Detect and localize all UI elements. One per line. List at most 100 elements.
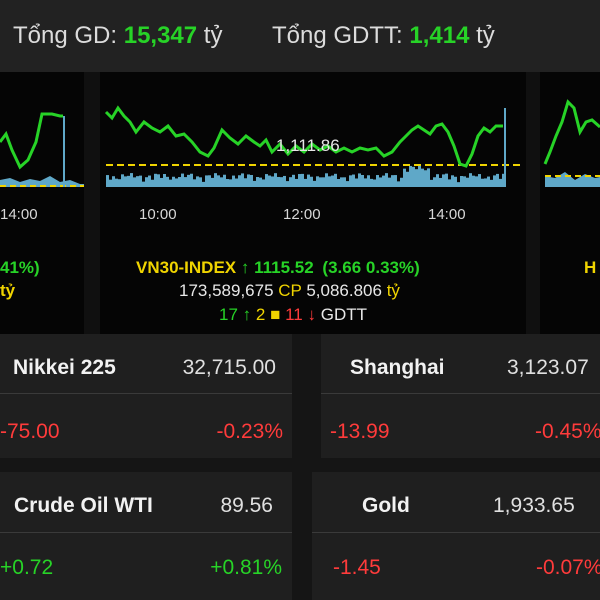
- market-value: 89.56: [220, 494, 273, 517]
- volume-bar: [307, 174, 310, 187]
- volume-bar: [436, 174, 439, 187]
- volume-bar: [274, 173, 277, 187]
- volume-bar: [376, 175, 379, 187]
- volume-bar: [109, 179, 112, 187]
- market-pct: +0.81%: [210, 556, 282, 579]
- volume-bar: [277, 176, 280, 187]
- volume-bar: [403, 168, 406, 187]
- vn30-volume-line: 173,589,675 CP 5,086.806 tỷ: [179, 281, 400, 301]
- volume-bar: [172, 176, 175, 187]
- volume-bar: [112, 176, 115, 187]
- volume-bar: [205, 175, 208, 187]
- total-gdtt-summary: Tổng GDTT: 1,414 tỷ: [272, 22, 495, 50]
- market-name: Crude Oil WTI: [14, 494, 153, 517]
- volume-bar: [232, 175, 235, 187]
- total-gdtt-value: 1,414: [409, 22, 470, 49]
- volume-bar: [424, 170, 427, 187]
- volume-bar: [496, 173, 499, 187]
- card-divider: [0, 393, 292, 394]
- volume-bar: [292, 174, 295, 187]
- market-pct: -0.23%: [216, 420, 283, 443]
- volume-bar: [484, 178, 487, 187]
- vn30-volume-bars: [106, 165, 505, 187]
- volume-bar: [370, 178, 373, 187]
- volume-bar: [133, 177, 136, 187]
- volume-bar: [433, 177, 436, 187]
- vn30-flat-count: 2: [255, 305, 266, 324]
- volume-bar: [124, 176, 127, 187]
- market-pct: -0.45%: [535, 420, 600, 443]
- total-gd-value: 15,347: [123, 22, 198, 49]
- volume-bar: [241, 173, 244, 187]
- left-price-line: [0, 112, 63, 170]
- volume-bar: [121, 174, 124, 187]
- volume-bar: [478, 174, 481, 187]
- vn30-name: VN30-INDEX: [136, 258, 237, 277]
- vn30-down-icon: ↓: [307, 305, 317, 324]
- volume-bar: [211, 177, 214, 187]
- total-gd-unit: tỷ: [203, 22, 223, 49]
- volume-bar: [295, 178, 298, 187]
- left-mini-chart: [0, 112, 84, 187]
- volume-bar: [319, 177, 322, 187]
- market-card-crude-oil[interactable]: Crude Oil WTI 89.56 +0.72 +0.81%: [0, 472, 292, 600]
- vn30-tick-14: 14:00: [428, 206, 466, 223]
- vn30-volume: 173,589,675: [179, 281, 274, 300]
- volume-bar: [136, 176, 139, 187]
- volume-bar: [283, 175, 286, 187]
- volume-bar: [391, 175, 394, 187]
- volume-bar: [346, 181, 349, 187]
- volume-bar: [244, 178, 247, 187]
- volume-bar: [262, 179, 265, 187]
- market-name: Shanghai: [350, 356, 445, 379]
- market-value: 32,715.00: [182, 356, 276, 379]
- volume-bar: [490, 179, 493, 187]
- vn30-price-line: [104, 105, 503, 168]
- volume-bar: [160, 177, 163, 187]
- volume-bar: [148, 175, 151, 187]
- volume-bar: [127, 175, 130, 187]
- volume-bar: [430, 179, 433, 187]
- index-panel-left[interactable]: 14:00 41%) tỷ: [0, 72, 84, 334]
- index-panel-vn30[interactable]: 1,111.86 10:00 12:00 14:00: [100, 72, 526, 334]
- volume-bar: [337, 179, 340, 187]
- market-value: 1,933.65: [493, 494, 575, 517]
- vn30-value: 1115.52: [254, 258, 314, 277]
- volume-bar: [463, 176, 466, 187]
- volume-bar: [349, 175, 352, 187]
- volume-bar: [256, 176, 259, 187]
- volume-bar: [187, 174, 190, 187]
- volume-bar: [460, 176, 463, 187]
- vn30-up-icon: ↑: [242, 305, 252, 324]
- volume-bar: [190, 173, 193, 187]
- volume-bar: [286, 181, 289, 187]
- market-card-shanghai[interactable]: Shanghai 3,123.07 -13.99 -0.45%: [321, 334, 600, 458]
- volume-bar: [310, 176, 313, 187]
- volume-bar: [409, 165, 412, 187]
- volume-bar: [253, 180, 256, 187]
- volume-bar: [226, 179, 229, 187]
- total-gd-label: Tổng GD:: [13, 22, 118, 49]
- volume-bar: [265, 174, 268, 187]
- right-price-line: [543, 99, 600, 165]
- market-card-nikkei[interactable]: Nikkei 225 32,715.00 -75.00 -0.23%: [0, 334, 292, 458]
- volume-bar: [472, 175, 475, 187]
- index-panel-right[interactable]: H: [540, 72, 600, 334]
- index-carousel[interactable]: 14:00 41%) tỷ 1,111.86 10:00 12:00 14:00…: [0, 72, 600, 334]
- volume-bar: [202, 181, 205, 187]
- volume-bar: [469, 173, 472, 187]
- volume-bar: [223, 174, 226, 187]
- market-card-gold[interactable]: Gold 1,933.65 -1.45 -0.07%: [312, 472, 600, 600]
- volume-bar: [493, 175, 496, 187]
- volume-bar: [340, 177, 343, 187]
- volume-bar: [406, 171, 409, 187]
- card-divider: [321, 393, 600, 394]
- vn30-chart: 1,111.86: [104, 105, 520, 187]
- vn30-cp-label: CP: [278, 281, 302, 300]
- vn30-gdtt-label: GDTT: [320, 305, 368, 324]
- right-volume-area: [545, 172, 600, 187]
- vn30-flat-icon: ■: [270, 305, 281, 324]
- volume-bar: [316, 176, 319, 187]
- right-mini-chart: [543, 99, 600, 187]
- card-divider: [312, 532, 600, 533]
